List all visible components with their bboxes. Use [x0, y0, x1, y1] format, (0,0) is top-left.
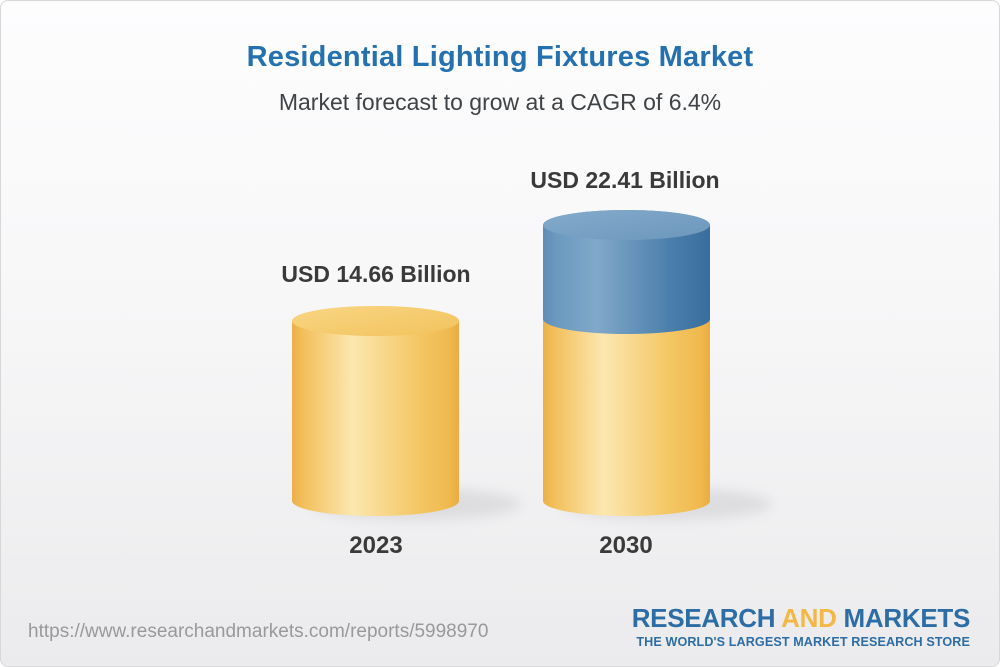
logo-word-markets: MARKETS	[843, 603, 971, 633]
logo-tagline: THE WORLD'S LARGEST MARKET RESEARCH STOR…	[636, 635, 970, 649]
logo-word-research: RESEARCH	[631, 603, 776, 633]
bar-2030-growth-segment	[543, 210, 710, 334]
bar-2030-base-segment	[543, 304, 710, 517]
value-label-2023: USD 14.66 Billion	[281, 261, 471, 287]
logo-word-and: AND	[781, 603, 837, 633]
research-and-markets-logo: RESEARCH AND MARKETS THE WORLD'S LARGEST…	[631, 603, 971, 649]
category-label-2030: 2030	[599, 532, 653, 559]
page-title: Residential Lighting Fixtures Market	[246, 41, 754, 73]
logo-wordmark: RESEARCH AND MARKETS	[631, 603, 971, 633]
report-url: https://www.researchandmarkets.com/repor…	[28, 621, 489, 642]
page-subtitle: Market forecast to grow at a CAGR of 6.4…	[278, 89, 722, 115]
bar-2030-cylinder	[543, 210, 710, 517]
category-label-2023: 2023	[349, 532, 403, 559]
bar-2023-cylinder	[292, 306, 460, 517]
value-label-2030: USD 22.41 Billion	[530, 167, 720, 193]
